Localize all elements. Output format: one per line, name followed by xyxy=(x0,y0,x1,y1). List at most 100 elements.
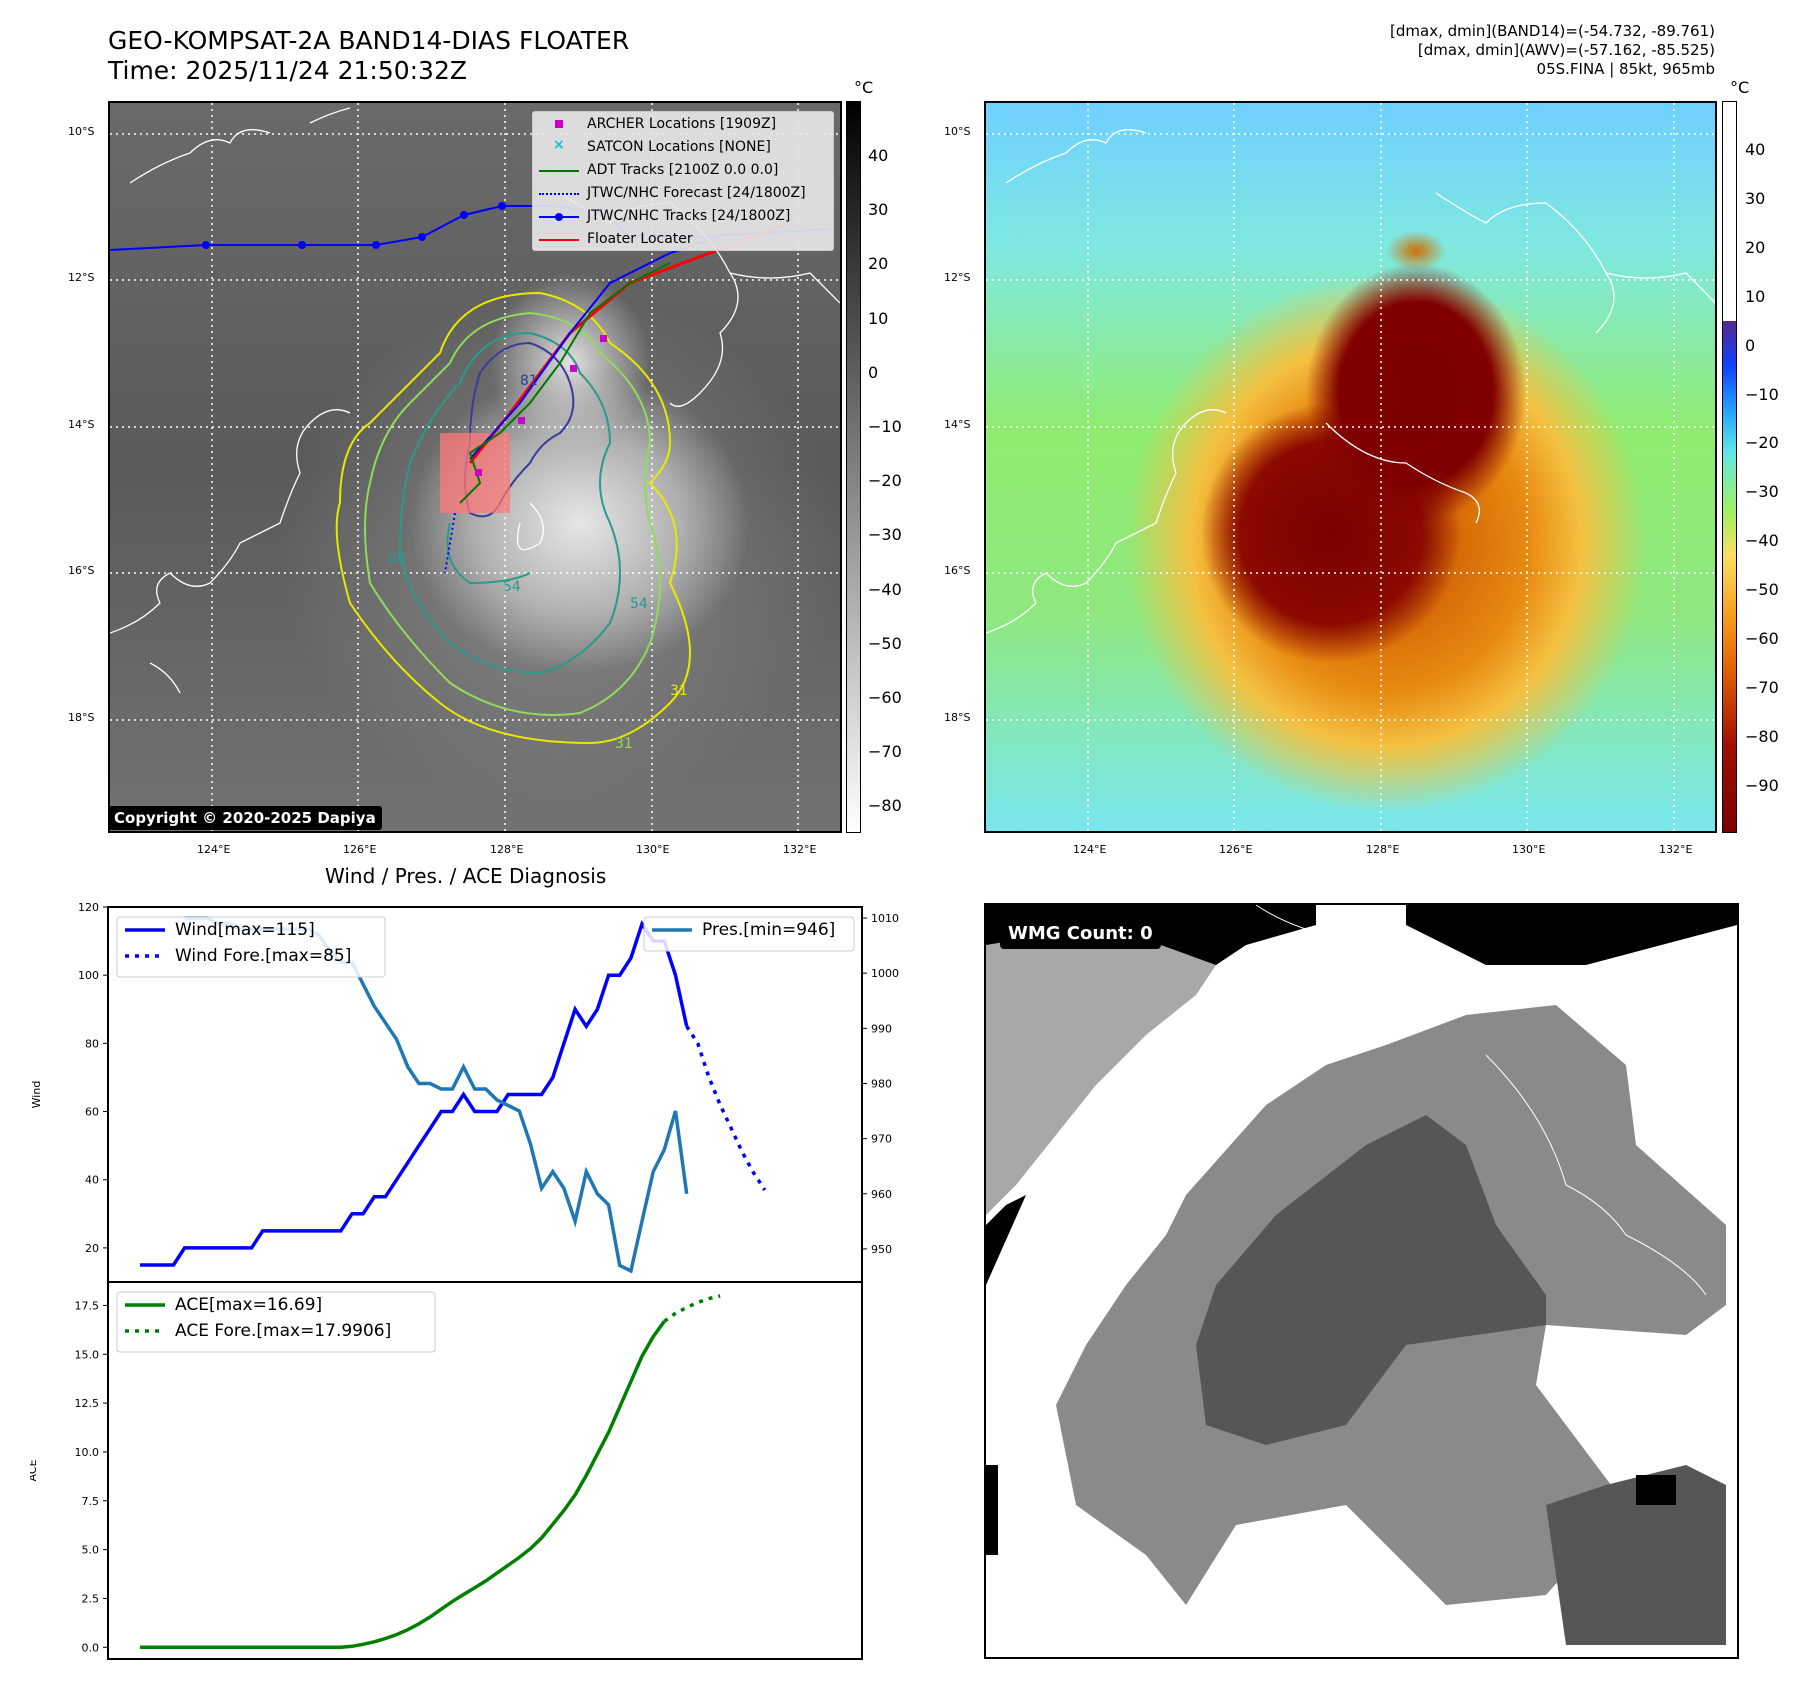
legend-item-jtwc-forecast: JTWC/NHC Forecast [24/1800Z] xyxy=(533,181,833,204)
colorbar-tick-label: −20 xyxy=(868,471,902,491)
legend-item-adt: ADT Tracks [2100Z 0.0 0.0] xyxy=(533,158,833,181)
wmg-black-edge xyxy=(986,1465,998,1555)
colorbar-tick-label: −60 xyxy=(868,688,902,707)
latitude-label: 18°S xyxy=(944,711,971,724)
colorbar-right xyxy=(1722,101,1737,833)
legend-entry-label: Wind Fore.[max=85] xyxy=(175,946,351,966)
info-line-1: [dmax, dmin](BAND14)=(-54.732, -89.761) xyxy=(1390,22,1715,40)
wmg-coastline xyxy=(1485,1054,1707,1296)
colorbar-tick-label: −60 xyxy=(1745,629,1779,648)
title-line-1: GEO-KOMPSAT-2A BAND14-DIAS FLOATER xyxy=(108,26,630,55)
chart-legend-box xyxy=(643,916,855,952)
colorbar-tick-label: 20 xyxy=(1745,237,1766,257)
wmg-dark-corner xyxy=(1546,1465,1726,1645)
colorbar-tick-label: −90 xyxy=(1745,775,1779,795)
wmg-light-region xyxy=(986,925,1216,1215)
wmg-coastline xyxy=(1255,905,1347,986)
contour-label: 31 xyxy=(670,683,688,699)
ace-series-line xyxy=(140,1320,666,1650)
ace-ytick-label: 5.0 xyxy=(82,1544,100,1557)
legend-key-icon xyxy=(539,117,579,131)
pressure-ytick-label: 990 xyxy=(871,1022,892,1035)
legend-key-icon xyxy=(539,209,579,223)
colorbar-tick-label: −80 xyxy=(868,796,902,816)
awv-coastlines xyxy=(986,129,1715,634)
legend-entry-label: Pres.[min=946] xyxy=(702,920,835,940)
longitude-label: 126°E xyxy=(343,843,377,856)
legend-label: JTWC/NHC Tracks [24/1800Z] xyxy=(587,207,791,224)
wmg-black-top xyxy=(1406,905,1737,965)
longitude-label: 124°E xyxy=(1073,843,1107,856)
info-box: [dmax, dmin](BAND14)=(-54.732, -89.761) … xyxy=(1390,22,1715,79)
legend-key-icon: × xyxy=(553,136,565,153)
latitude-label: 12°S xyxy=(944,271,971,284)
contour-label: 81 xyxy=(520,373,538,389)
legend-label: ARCHER Locations [1909Z] xyxy=(587,115,777,132)
archer-markers xyxy=(475,335,607,476)
colorbar-left-unit: °C xyxy=(854,78,874,97)
wind-ytick-label: 40 xyxy=(85,1174,99,1187)
pressure-ytick-label: 950 xyxy=(871,1243,892,1256)
legend-item-floater: Floater Locater xyxy=(533,227,833,250)
latitude-label: 16°S xyxy=(68,564,95,577)
legend-label: ADT Tracks [2100Z 0.0 0.0] xyxy=(587,161,779,178)
longitude-label: 128°E xyxy=(1366,843,1400,856)
colorbar-tick-label: −40 xyxy=(868,579,902,599)
ace-axes xyxy=(107,1281,863,1660)
colorbar-tick-label: 40 xyxy=(1745,140,1766,159)
colorbar-tick-label: −10 xyxy=(1745,384,1779,404)
legend-key-icon xyxy=(539,232,579,246)
contour-label: 54 xyxy=(630,596,648,612)
longitude-label: 130°E xyxy=(636,843,670,856)
pressure-ytick-label: 1010 xyxy=(871,912,899,925)
colorbar-tick-label: 20 xyxy=(868,254,889,274)
ace-ytick-label: 2.5 xyxy=(82,1592,100,1605)
colorbar-tick-label: 10 xyxy=(1745,286,1766,306)
longitude-label: 126°E xyxy=(1219,843,1253,856)
ace-forecast-line xyxy=(663,1294,721,1323)
legend-entry-label: ACE[max=16.69] xyxy=(175,1295,322,1315)
colorbar-tick-label: −40 xyxy=(1745,531,1779,551)
wind-ytick-label: 60 xyxy=(85,1106,99,1119)
colorbar-tick-label: 30 xyxy=(1745,188,1766,208)
legend-entry-label: ACE Fore.[max=17.9906] xyxy=(175,1321,391,1341)
info-line-2: [dmax, dmin](AWV)=(-57.162, -85.525) xyxy=(1417,41,1715,59)
colorbar-tick-label: 10 xyxy=(868,308,889,328)
colorbar-tick-label: −10 xyxy=(868,417,902,436)
legend-item-archer: ARCHER Locations [1909Z] xyxy=(533,112,833,135)
pressure-ytick-label: 1000 xyxy=(871,967,899,980)
colorbar-tick-label: −30 xyxy=(868,525,902,545)
ace-ytick-label: 7.5 xyxy=(82,1495,100,1508)
ace-ytick-label: 0.0 xyxy=(82,1641,100,1654)
awv-gridlines xyxy=(986,103,1715,831)
legend-item-jtwc-tracks: JTWC/NHC Tracks [24/1800Z] xyxy=(533,204,833,227)
legend-item-satcon: × SATCON Locations [NONE] xyxy=(533,135,833,158)
colorbar-tick-label: −70 xyxy=(868,742,902,762)
colorbar-right-unit: °C xyxy=(1730,78,1750,97)
ir-map-panel: 81 68 54 54 31 31 ARCHER Locations [1909… xyxy=(108,101,842,833)
wind-axis-label: Wind xyxy=(30,1081,43,1109)
diagnosis-chart-svg: 20 40 60 80 100 120 950 960 970 980 990 1000 1010 0.0… xyxy=(30,901,899,1660)
pressure-ytick-label: 980 xyxy=(871,1077,892,1090)
legend-label: SATCON Locations [NONE] xyxy=(587,138,771,155)
chart-legend-box xyxy=(116,1291,436,1353)
latitude-label: 10°S xyxy=(944,125,971,138)
awv-map-svg xyxy=(986,103,1715,831)
pressure-ytick-label: 960 xyxy=(871,1188,892,1201)
colorbar-tick-label: −50 xyxy=(868,633,902,653)
wmg-count-label: WMG Count: 0 xyxy=(1000,918,1161,949)
latitude-label: 16°S xyxy=(944,564,971,577)
wmg-panel xyxy=(984,903,1739,1659)
longitude-label: 130°E xyxy=(1512,843,1546,856)
ace-ytick-label: 17.5 xyxy=(75,1299,100,1312)
wmg-black-block xyxy=(1636,1475,1676,1505)
colorbar-tick-label: −20 xyxy=(1745,433,1779,453)
longitude-label: 124°E xyxy=(197,843,231,856)
copyright-label: Copyright © 2020-2025 Dapiya xyxy=(108,806,382,830)
colorbar-tick-label: −50 xyxy=(1745,580,1779,600)
colorbar-left xyxy=(846,101,861,833)
colorbar-tick-label: −80 xyxy=(1745,726,1779,746)
contour-label: 54 xyxy=(503,579,521,595)
chart-legend-box xyxy=(116,916,386,978)
colorbar-tick-label: 30 xyxy=(868,200,889,220)
